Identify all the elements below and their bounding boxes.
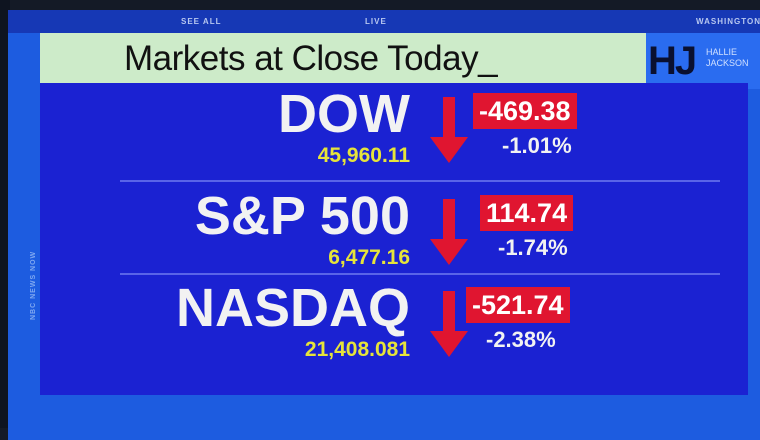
divider: [120, 180, 720, 182]
change-badge: -521.74: [466, 287, 570, 323]
divider: [120, 273, 720, 275]
host-initials: HJ: [648, 39, 697, 83]
host-name-last: JACKSON: [706, 58, 749, 68]
page-title: Markets at Close Today_: [40, 33, 646, 83]
index-value: 45,960.11: [317, 144, 410, 167]
index-name: DOW: [278, 84, 410, 144]
change-badge: 114.74: [480, 195, 574, 231]
host-name-first: HALLIE: [706, 47, 738, 57]
percent-change: -1.01%: [502, 133, 572, 158]
location-label: WASHINGTON: [696, 17, 760, 26]
side-label: NBC NEWS NOW: [30, 250, 37, 320]
index-name: NASDAQ: [175, 278, 410, 338]
index-name: S&P 500: [194, 186, 410, 246]
index-value: 6,477.16: [328, 246, 410, 269]
tv-frame: [0, 0, 10, 428]
change-badge: -469.38: [473, 93, 577, 129]
market-row-dow: DOW 45,960.11 -469.38 -1.01%: [40, 87, 748, 177]
see-all-link[interactable]: SEE ALL: [181, 17, 222, 26]
market-row-sp500: S&P 500 6,477.16 114.74 -1.74%: [40, 189, 748, 279]
live-indicator: LIVE: [365, 17, 387, 26]
percent-change: -2.38%: [486, 327, 556, 352]
host-badge: HJ HALLIE JACKSON: [646, 33, 760, 89]
down-arrow-icon: [430, 291, 468, 357]
top-bar: SEE ALL LIVE WASHINGTON: [8, 10, 760, 33]
percent-change: -1.74%: [498, 235, 568, 260]
market-row-nasdaq: NASDAQ 21,408.081 -521.74 -2.38%: [40, 281, 748, 371]
index-value: 21,408.081: [304, 338, 410, 361]
markets-panel: DOW 45,960.11 -469.38 -1.01% S&P 500 6,4…: [40, 83, 748, 395]
down-arrow-icon: [430, 97, 468, 163]
down-arrow-icon: [430, 199, 468, 265]
